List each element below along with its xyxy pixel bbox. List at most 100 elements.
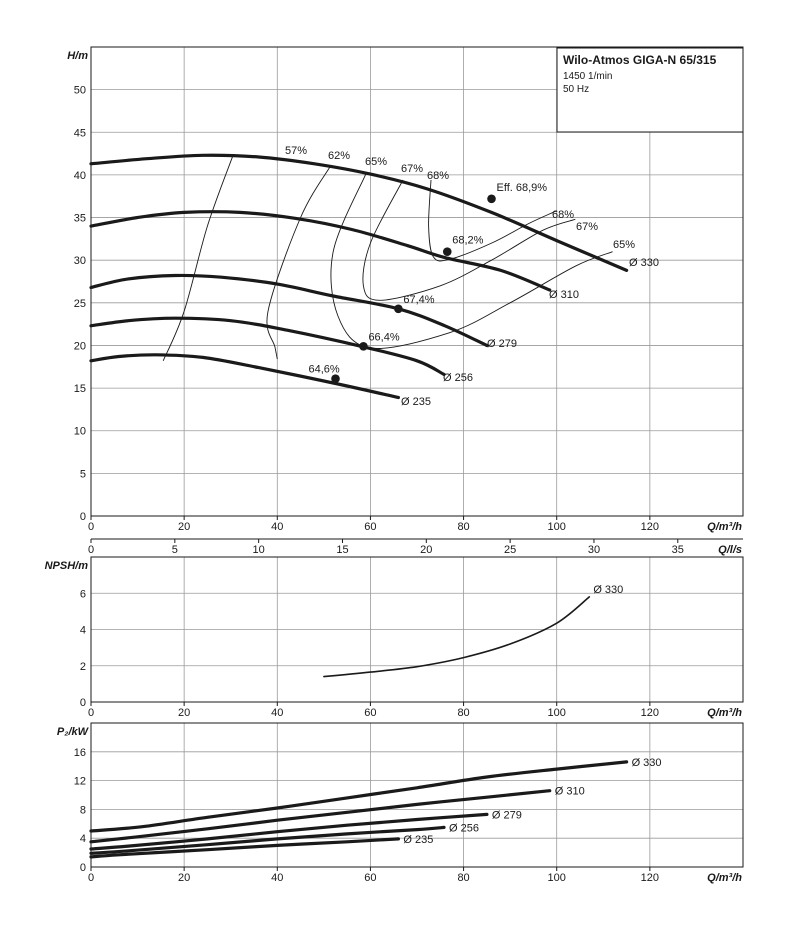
- head-curve-256: [89, 316, 446, 376]
- head-xtick-120: 120: [641, 521, 659, 533]
- power-curve-279: [89, 812, 489, 851]
- curves-layer: [89, 153, 629, 859]
- flow-ls-tick-5: 5: [172, 544, 178, 556]
- head-xtick-0: 0: [88, 521, 94, 533]
- flow-ls-tick-25: 25: [504, 544, 516, 556]
- frequency-label: 50 Hz: [563, 84, 589, 95]
- head-curve-label-3: Ø 256: [443, 372, 473, 384]
- iso-label-0: 57%: [285, 145, 307, 157]
- power-ytick-12: 12: [74, 776, 86, 788]
- head-curve-label-1: Ø 310: [549, 289, 579, 301]
- head-ylabel: H/m: [67, 50, 88, 62]
- head-ytick-5: 5: [80, 468, 86, 480]
- power-curve-310: [89, 789, 552, 844]
- head-xtick-60: 60: [364, 521, 376, 533]
- head-xlabel: Q/m³/h: [707, 521, 742, 533]
- head-ytick-25: 25: [74, 298, 86, 310]
- efficiency-point-label-4: 64,6%: [309, 364, 340, 376]
- npsh-xtick-120: 120: [641, 707, 659, 719]
- npsh-frame: [90, 556, 744, 703]
- head-xtick-100: 100: [548, 521, 566, 533]
- head-ytick-15: 15: [74, 383, 86, 395]
- flow-ls-tick-35: 35: [672, 544, 684, 556]
- title-box-frame: [556, 47, 744, 133]
- npsh-xtick-60: 60: [364, 707, 376, 719]
- head-ytick-20: 20: [74, 340, 86, 352]
- head-curve-label-2: Ø 279: [487, 338, 517, 350]
- npsh-ytick-6: 6: [80, 588, 86, 600]
- power-xtick-40: 40: [271, 872, 283, 884]
- efficiency-point-label-1: 68,2%: [452, 235, 483, 247]
- head-ytick-50: 50: [74, 85, 86, 97]
- power-curve-label-310: Ø 310: [555, 786, 585, 798]
- power-curve-label-279: Ø 279: [492, 809, 522, 821]
- best-efficiency-point-eff-68-9: [487, 194, 496, 204]
- power-ytick-8: 8: [80, 804, 86, 816]
- flow-ls-tick-20: 20: [420, 544, 432, 556]
- head-curve-310: [89, 210, 552, 292]
- iso-label-2: 65%: [365, 156, 387, 168]
- iso-label-4: 68%: [427, 170, 449, 182]
- chart-title: Wilo-Atmos GIGA-N 65/315: [563, 53, 717, 67]
- best-efficiency-point-68-2: [442, 247, 452, 256]
- flow-ls-tick-30: 30: [588, 544, 600, 556]
- npsh-xtick-20: 20: [178, 707, 190, 719]
- iso-label-1: 62%: [328, 150, 350, 162]
- power-ytick-4: 4: [80, 833, 86, 845]
- efficiency-point-label-3: 66,4%: [368, 331, 399, 343]
- head-xtick-80: 80: [457, 521, 469, 533]
- efficiency-point-label-0: Eff. 68,9%: [497, 182, 548, 194]
- power-xtick-100: 100: [548, 872, 566, 884]
- head-ytick-10: 10: [74, 426, 86, 438]
- npsh-ytick-0: 0: [80, 697, 86, 709]
- power-curve-label-235: Ø 235: [403, 834, 433, 846]
- power-curve-label-256: Ø 256: [449, 822, 479, 834]
- iso-label-5: 68%: [552, 209, 574, 221]
- title-box: Wilo-Atmos GIGA-N 65/315 1450 1/min 50 H…: [556, 47, 744, 133]
- npsh-ytick-2: 2: [80, 661, 86, 673]
- iso-label-7: 65%: [613, 239, 635, 251]
- power-curve-330: [89, 760, 629, 833]
- head-xtick-20: 20: [178, 521, 190, 533]
- flow-ls-tick-0: 0: [88, 544, 94, 556]
- best-efficiency-point-67-4: [394, 304, 403, 314]
- npsh-xlabel: Q/m³/h: [707, 707, 742, 719]
- power-xlabel: Q/m³/h: [707, 872, 742, 884]
- iso-efficiency-57-0: [162, 155, 234, 361]
- head-curve-label-0: Ø 330: [629, 257, 659, 269]
- npsh-xtick-100: 100: [548, 707, 566, 719]
- head-ytick-40: 40: [74, 170, 86, 182]
- power-xtick-120: 120: [641, 872, 659, 884]
- power-ytick-0: 0: [80, 862, 86, 874]
- head-xtick-40: 40: [271, 521, 283, 533]
- npsh-xtick-40: 40: [271, 707, 283, 719]
- power-curve-256: [89, 825, 446, 855]
- head-curve-279: [89, 273, 489, 348]
- power-xtick-0: 0: [88, 872, 94, 884]
- best-efficiency-point-66-4: [359, 342, 368, 351]
- power-ytick-16: 16: [74, 747, 86, 759]
- efficiency-point-label-2: 67,4%: [403, 294, 434, 306]
- power-xtick-60: 60: [364, 872, 376, 884]
- iso-label-3: 67%: [401, 163, 423, 175]
- speed-label: 1450 1/min: [563, 71, 612, 82]
- head-ytick-45: 45: [74, 127, 86, 139]
- npsh-curve-330: [323, 596, 591, 678]
- npsh-ytick-4: 4: [80, 625, 86, 637]
- npsh-curve-label-330: Ø 330: [593, 584, 623, 596]
- iso-efficiency-65-2: [330, 173, 613, 349]
- best-efficiency-point-64-6: [331, 374, 340, 384]
- head-ytick-35: 35: [74, 213, 86, 225]
- power-curve-label-330: Ø 330: [632, 757, 662, 769]
- head-curve-330: [89, 153, 629, 272]
- head-curve-label-4: Ø 235: [401, 396, 431, 408]
- power-curve-235: [89, 837, 400, 859]
- flow-ls-tick-10: 10: [253, 544, 265, 556]
- head-ytick-0: 0: [80, 511, 86, 523]
- iso-efficiency-62-1: [266, 165, 332, 360]
- flow-ls-tick-15: 15: [336, 544, 348, 556]
- npsh-xtick-80: 80: [457, 707, 469, 719]
- power-frame: [90, 722, 744, 868]
- text-layer: 0 20 40 60 80 100 12005101520253035404550Q/m³/…: [45, 50, 743, 884]
- head-frame: [90, 46, 744, 517]
